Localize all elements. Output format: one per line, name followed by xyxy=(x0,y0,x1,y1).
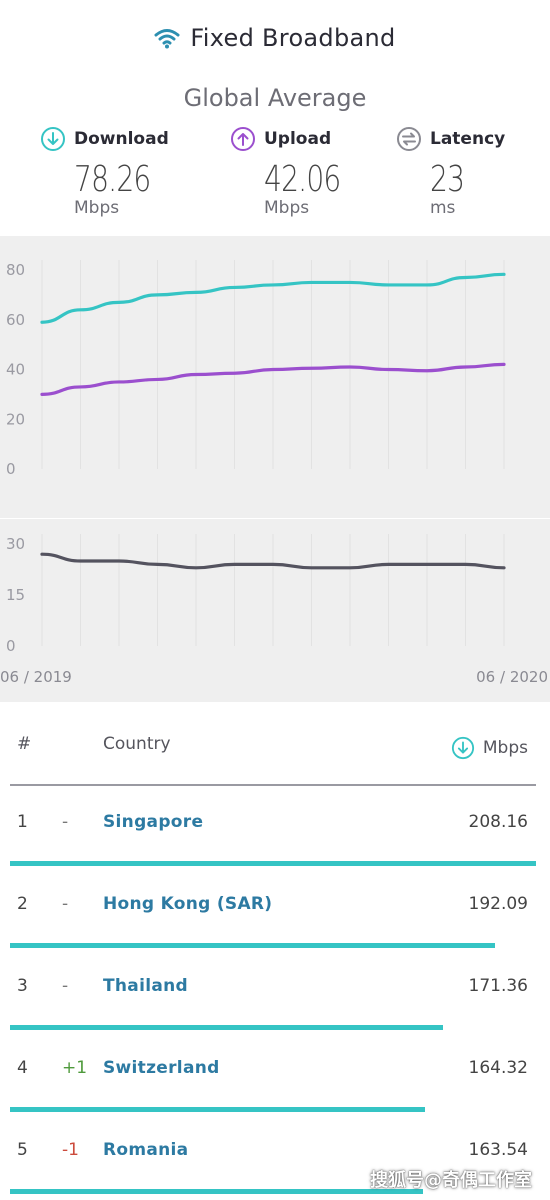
row-rank: 4 xyxy=(17,1058,28,1078)
row-rank: 3 xyxy=(17,976,28,996)
row-speed: 163.54 xyxy=(468,1140,528,1160)
upload-metric[interactable]: Upload 42.06 Mbps xyxy=(230,122,362,218)
row-country-link[interactable]: Hong Kong (SAR) xyxy=(103,894,273,914)
country-ranking-table: # Country Mbps 1 - Singapore 208.16 2 - Hong K… xyxy=(0,702,550,1200)
upload-arrow-icon xyxy=(231,127,255,151)
row-speed-bar xyxy=(10,1107,425,1112)
row-speed: 192.09 xyxy=(468,894,528,914)
upload-label: Upload xyxy=(264,129,332,149)
row-country-link[interactable]: Singapore xyxy=(103,812,204,832)
download-label: Download xyxy=(74,129,169,149)
page-title: Fixed Broadband xyxy=(190,24,396,52)
download-unit: Mbps xyxy=(74,198,120,218)
download-metric[interactable]: Download 78.26 Mbps xyxy=(40,122,172,218)
row-speed: 208.16 xyxy=(468,812,528,832)
row-speed-bar xyxy=(10,1025,443,1030)
row-speed-bar xyxy=(10,1189,424,1194)
row-speed-bar xyxy=(10,943,496,948)
y-tick-label: 30 xyxy=(6,535,25,553)
table-row[interactable]: 2 - Hong Kong (SAR) 192.09 xyxy=(0,866,550,948)
row-country-link[interactable]: Switzerland xyxy=(103,1058,220,1078)
upload-unit: Mbps xyxy=(264,198,310,218)
row-speed: 171.36 xyxy=(468,976,528,996)
row-country-link[interactable]: Thailand xyxy=(103,976,188,996)
y-tick-label: 60 xyxy=(6,311,25,329)
y-tick-label: 80 xyxy=(6,261,25,279)
latency-metric[interactable]: Latency 23 ms xyxy=(396,122,505,218)
row-country-link[interactable]: Romania xyxy=(103,1140,189,1160)
header-divider xyxy=(10,784,536,786)
download-value: 78.26 xyxy=(74,159,151,200)
latency-chart[interactable]: 30 15 0 xyxy=(0,518,550,702)
table-row[interactable]: 3 - Thailand 171.36 xyxy=(0,948,550,1030)
y-tick-label: 15 xyxy=(6,586,25,604)
series-line-upload[interactable] xyxy=(40,362,506,396)
latency-value: 23 xyxy=(430,159,465,200)
country-column-header: Country xyxy=(103,734,171,754)
row-rank-change: - xyxy=(62,812,69,832)
speed-column-label: Mbps xyxy=(482,738,528,758)
latency-label: Latency xyxy=(430,129,506,149)
row-rank-change: - xyxy=(62,976,69,996)
series-line-latency[interactable] xyxy=(40,552,506,570)
speed-chart[interactable]: 80 60 40 20 0 xyxy=(0,236,550,518)
table-row[interactable]: 5 -1 Romania 163.54 xyxy=(0,1112,550,1194)
wifi-icon xyxy=(154,29,180,49)
row-rank: 5 xyxy=(17,1140,28,1160)
upload-value: 42.06 xyxy=(264,159,341,200)
row-rank-change: +1 xyxy=(62,1058,88,1078)
y-tick-label: 40 xyxy=(6,361,25,379)
row-rank-change: - xyxy=(62,894,69,914)
row-speed-bar xyxy=(10,861,536,866)
download-arrow-icon xyxy=(41,127,65,151)
row-rank-change: -1 xyxy=(62,1140,79,1160)
latency-unit: ms xyxy=(430,198,456,218)
row-speed: 164.32 xyxy=(468,1058,528,1078)
rank-column-header: # xyxy=(17,734,32,754)
header: Fixed Broadband xyxy=(0,0,550,76)
metrics-panel: Download 78.26 Mbps Upload 42.06 Mbps La… xyxy=(0,122,550,232)
watermark: 搜狐号@奇偶工作室 xyxy=(370,1170,532,1191)
y-tick-label: 0 xyxy=(6,460,16,478)
download-arrow-icon xyxy=(451,736,474,760)
row-rank: 2 xyxy=(17,894,28,914)
global-average-heading: Global Average xyxy=(183,84,367,112)
x-axis-start-label: 06 / 2019 xyxy=(0,668,72,686)
table-row[interactable]: 1 - Singapore 208.16 xyxy=(0,784,550,866)
table-row[interactable]: 4 +1 Switzerland 164.32 xyxy=(0,1030,550,1112)
x-axis-end-label: 06 / 2020 xyxy=(476,668,548,686)
y-tick-label: 20 xyxy=(6,410,25,428)
speed-column-header[interactable]: Mbps xyxy=(451,736,528,760)
row-rank: 1 xyxy=(17,812,28,832)
y-tick-label: 0 xyxy=(6,637,16,655)
chart-area: 80 60 40 20 0 30 15 0 xyxy=(0,236,550,702)
series-line-download[interactable] xyxy=(40,272,506,324)
latency-icon xyxy=(397,127,421,151)
